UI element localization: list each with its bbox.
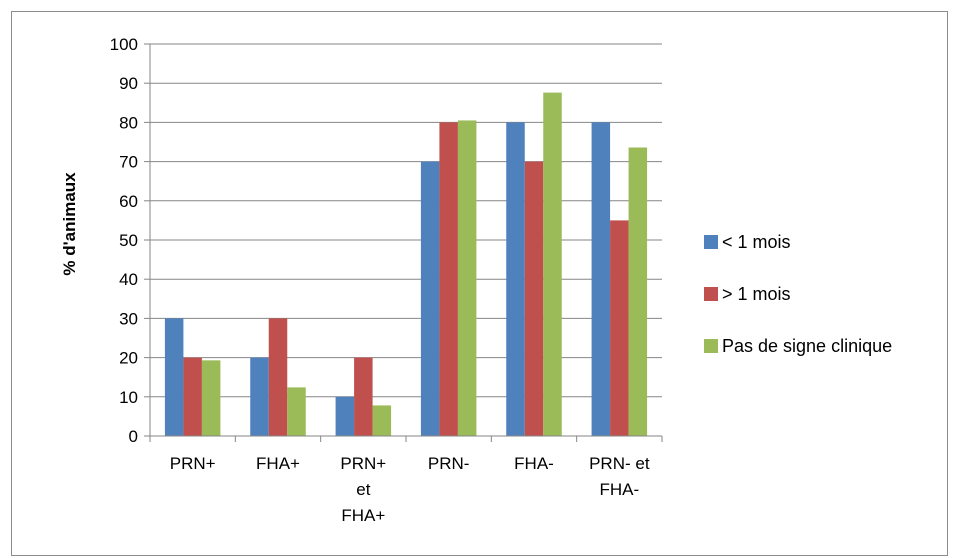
y-tick-label: 60 xyxy=(119,192,138,211)
legend-swatch xyxy=(704,287,718,301)
x-tick-label: FHA- xyxy=(514,454,554,473)
legend-label: Pas de signe clinique xyxy=(722,336,892,356)
bar xyxy=(420,161,440,436)
legend-label: > 1 mois xyxy=(722,284,791,304)
y-tick-labels: 0 10 20 30 40 50 60 70 80 90 100 xyxy=(110,35,138,446)
y-tick-label: 10 xyxy=(119,388,138,407)
bar xyxy=(183,357,202,436)
x-tick-label: PRN+ xyxy=(170,454,216,473)
bar xyxy=(201,360,221,436)
y-tick-label: 0 xyxy=(129,427,138,446)
bar xyxy=(543,92,562,436)
legend-swatch xyxy=(704,235,718,249)
legend: < 1 mois > 1 mois Pas de signe clinique xyxy=(704,232,892,356)
y-tick-label: 70 xyxy=(119,153,138,172)
y-tick-label: 20 xyxy=(119,349,138,368)
y-axis-label: % d'animaux xyxy=(60,172,79,276)
axes xyxy=(144,43,663,442)
bar xyxy=(524,161,544,436)
legend-swatch xyxy=(704,339,718,353)
x-tick-label: PRN+ et FHA+ xyxy=(340,454,386,525)
bar xyxy=(610,220,629,436)
bar-chart: 0 10 20 30 40 50 60 70 80 90 100 PRN+ FHA+ PRN+ et FHA… xyxy=(60,35,892,525)
y-tick-label: 40 xyxy=(119,270,138,289)
bars xyxy=(164,92,648,437)
x-tick-label: PRN- xyxy=(428,454,470,473)
y-tick-label: 90 xyxy=(119,74,138,93)
bar xyxy=(268,318,288,436)
bar xyxy=(628,147,648,436)
bar xyxy=(335,396,355,436)
bar xyxy=(439,122,458,437)
y-tick-label: 80 xyxy=(119,113,138,132)
x-tick-label: PRN- et FHA- xyxy=(589,454,650,499)
y-tick-label: 50 xyxy=(119,231,138,250)
gridlines xyxy=(150,43,662,398)
bar xyxy=(354,357,373,436)
bar xyxy=(287,387,306,436)
y-tick-label: 30 xyxy=(119,309,138,328)
bar xyxy=(506,122,525,437)
bar xyxy=(591,122,611,437)
legend-label: < 1 mois xyxy=(722,232,791,252)
x-tick-labels: PRN+ FHA+ PRN+ et FHA+ PRN- FHA- PRN- et FHA- xyxy=(170,454,650,525)
bar xyxy=(457,120,477,436)
x-tick-label: FHA+ xyxy=(256,454,300,473)
y-tick-label: 100 xyxy=(110,35,138,54)
bar xyxy=(372,405,392,436)
bar xyxy=(250,357,269,436)
bar xyxy=(164,318,184,436)
chart-frame: 0 10 20 30 40 50 60 70 80 90 100 PRN+ FHA+ PRN+ et FHA… xyxy=(11,11,948,556)
